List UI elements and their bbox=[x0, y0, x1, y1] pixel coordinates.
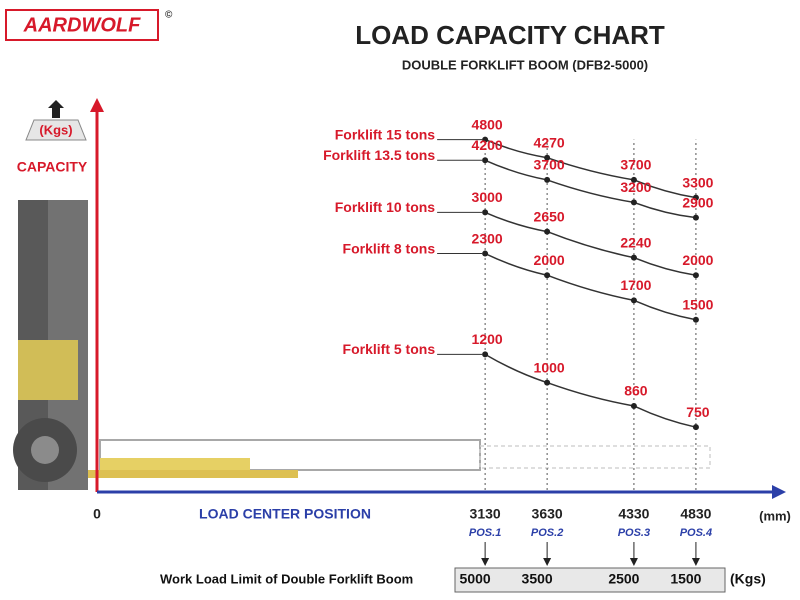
pointer-head bbox=[629, 558, 638, 566]
value-label: 2650 bbox=[534, 208, 565, 224]
value-label: 3200 bbox=[620, 179, 651, 195]
point bbox=[544, 176, 551, 183]
value-label: 4800 bbox=[472, 116, 503, 132]
table-value: 3500 bbox=[522, 571, 553, 587]
series-label: Forklift 10 tons bbox=[335, 199, 436, 215]
x-tick-label: 0 bbox=[93, 506, 101, 522]
point bbox=[692, 194, 699, 201]
point bbox=[630, 254, 637, 261]
x-tick-label: 4830 bbox=[680, 506, 711, 522]
weight-icon bbox=[25, 119, 87, 141]
value-label: 1700 bbox=[620, 277, 651, 293]
position-label: POS.2 bbox=[531, 527, 563, 539]
position-label: POS.4 bbox=[680, 527, 712, 539]
series-label: Forklift 5 tons bbox=[343, 341, 436, 357]
value-label: 3700 bbox=[620, 157, 651, 173]
point bbox=[482, 157, 489, 164]
point bbox=[482, 209, 489, 216]
value-label: 4270 bbox=[534, 134, 565, 150]
point bbox=[630, 297, 637, 304]
capacity-line bbox=[484, 353, 697, 428]
point bbox=[482, 136, 489, 143]
table-box bbox=[454, 567, 726, 593]
value-label: 1000 bbox=[534, 359, 565, 375]
position-label: POS.3 bbox=[618, 527, 650, 539]
point bbox=[482, 250, 489, 257]
capacity-line bbox=[484, 211, 697, 276]
value-label: 2240 bbox=[620, 234, 651, 250]
pointer-head bbox=[481, 558, 490, 566]
table-unit: (Kgs) bbox=[730, 571, 766, 587]
x-axis-arrow bbox=[772, 485, 786, 499]
chart-title: LOAD CAPACITY CHART bbox=[355, 20, 665, 50]
table-value: 1500 bbox=[670, 571, 701, 587]
x-unit: (mm) bbox=[759, 508, 791, 523]
forklift-illustration bbox=[13, 200, 711, 490]
value-label: 3700 bbox=[534, 157, 565, 173]
chart-subtitle: DOUBLE FORKLIFT BOOM (DFB2-5000) bbox=[402, 57, 648, 72]
position-label: POS.1 bbox=[469, 527, 501, 539]
point bbox=[482, 351, 489, 358]
value-label: 1200 bbox=[472, 331, 503, 347]
value-label: 2000 bbox=[534, 252, 565, 268]
capacity-line bbox=[484, 159, 697, 219]
logo: AARDWOLF bbox=[23, 14, 141, 36]
value-label: 2900 bbox=[682, 194, 713, 210]
up-icon bbox=[48, 100, 64, 118]
pointer-head bbox=[543, 558, 552, 566]
point bbox=[630, 199, 637, 206]
value-label: 750 bbox=[686, 404, 710, 420]
point bbox=[692, 316, 699, 323]
series-label: Forklift 15 tons bbox=[335, 126, 436, 142]
table-label: Work Load Limit of Double Forklift Boom bbox=[160, 571, 413, 586]
x-tick-label: 3630 bbox=[532, 506, 563, 522]
value-label: 4200 bbox=[472, 137, 503, 153]
copyright: © bbox=[165, 10, 173, 21]
logo-frame bbox=[5, 9, 159, 41]
table-value: 2500 bbox=[608, 571, 639, 587]
value-label: 860 bbox=[624, 383, 648, 399]
point bbox=[544, 154, 551, 161]
point bbox=[544, 228, 551, 235]
y-unit: (Kgs) bbox=[39, 122, 72, 137]
value-label: 1500 bbox=[682, 296, 713, 312]
capacity-line bbox=[484, 138, 697, 199]
point bbox=[692, 214, 699, 221]
y-axis-label: CAPACITY bbox=[17, 159, 88, 175]
x-tick-label: 4330 bbox=[618, 506, 649, 522]
series-label: Forklift 8 tons bbox=[343, 240, 436, 256]
value-label: 3000 bbox=[472, 189, 503, 205]
value-label: 2000 bbox=[682, 252, 713, 268]
y-axis-arrow bbox=[90, 98, 104, 112]
point bbox=[544, 272, 551, 279]
point bbox=[630, 176, 637, 183]
x-axis-label: LOAD CENTER POSITION bbox=[199, 506, 371, 522]
series-label: Forklift 13.5 tons bbox=[323, 147, 435, 163]
point bbox=[544, 379, 551, 386]
pointer-head bbox=[691, 558, 700, 566]
point bbox=[692, 272, 699, 279]
point bbox=[630, 402, 637, 409]
table-value: 5000 bbox=[460, 571, 491, 587]
value-label: 3300 bbox=[682, 174, 713, 190]
value-label: 2300 bbox=[472, 230, 503, 246]
x-tick-label: 3130 bbox=[470, 506, 501, 522]
point bbox=[692, 424, 699, 431]
capacity-line bbox=[484, 252, 697, 321]
